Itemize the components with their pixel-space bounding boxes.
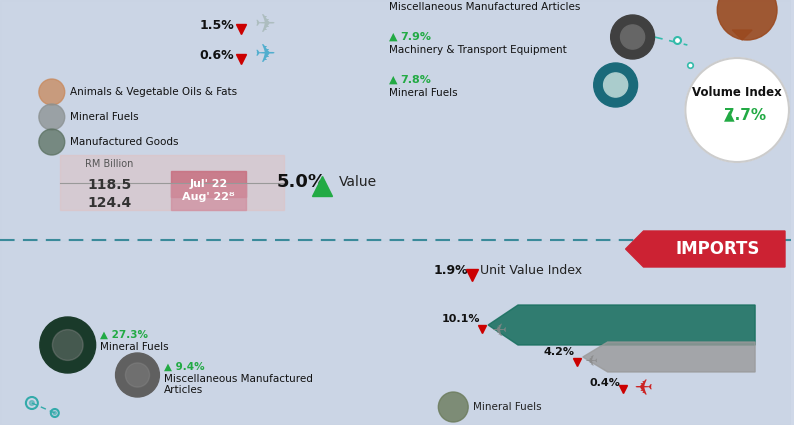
Circle shape	[125, 363, 149, 387]
Text: Animals & Vegetable Oils & Fats: Animals & Vegetable Oils & Fats	[70, 87, 237, 97]
Polygon shape	[626, 231, 785, 267]
Text: 4.2%: 4.2%	[544, 347, 575, 357]
Text: 1.5%: 1.5%	[199, 19, 234, 31]
Circle shape	[717, 0, 777, 40]
Text: 1.9%: 1.9%	[434, 264, 468, 277]
Polygon shape	[583, 342, 755, 372]
Text: ✈: ✈	[490, 316, 505, 334]
Text: 118.5: 118.5	[87, 178, 132, 192]
Text: Aug' 22ᴽ: Aug' 22ᴽ	[183, 192, 235, 202]
Text: 0.4%: 0.4%	[590, 378, 621, 388]
Circle shape	[603, 73, 628, 97]
Polygon shape	[488, 305, 755, 345]
Text: ▲: ▲	[388, 75, 397, 85]
Circle shape	[39, 79, 65, 105]
Text: Mineral Fuels: Mineral Fuels	[473, 402, 542, 412]
Text: 5.0%: 5.0%	[277, 173, 327, 191]
Polygon shape	[732, 30, 752, 40]
Text: Mineral Fuels: Mineral Fuels	[70, 112, 138, 122]
Text: ▲: ▲	[388, 32, 397, 42]
Circle shape	[40, 317, 95, 373]
Text: Mineral Fuels: Mineral Fuels	[99, 342, 168, 352]
Text: Value: Value	[339, 175, 377, 189]
Bar	[172, 171, 246, 197]
Text: Articles: Articles	[164, 385, 203, 395]
Text: ▲ 9.4%: ▲ 9.4%	[164, 362, 205, 372]
Circle shape	[53, 411, 56, 415]
Circle shape	[116, 353, 160, 397]
Text: Mineral Fuels: Mineral Fuels	[388, 88, 457, 98]
Text: 7.7%: 7.7%	[724, 108, 766, 122]
Text: 7.9%: 7.9%	[400, 32, 431, 42]
Text: ✈: ✈	[255, 13, 276, 37]
Bar	[172, 184, 246, 210]
Text: IMPORTS: IMPORTS	[675, 240, 759, 258]
Text: 124.4: 124.4	[87, 196, 132, 210]
Circle shape	[438, 392, 468, 422]
Text: Miscellaneous Manufactured: Miscellaneous Manufactured	[164, 374, 314, 384]
Bar	[0, 0, 791, 240]
Text: ▲: ▲	[724, 108, 734, 122]
Text: Volume Index: Volume Index	[692, 85, 782, 99]
Text: Miscellaneous Manufactured Articles: Miscellaneous Manufactured Articles	[388, 2, 580, 12]
Text: ✈: ✈	[631, 373, 650, 393]
Circle shape	[29, 401, 34, 405]
Bar	[60, 155, 284, 210]
Text: ✈: ✈	[584, 349, 598, 365]
Text: Manufactured Goods: Manufactured Goods	[70, 137, 178, 147]
Circle shape	[39, 104, 65, 130]
Circle shape	[52, 330, 83, 360]
Circle shape	[621, 25, 645, 49]
Circle shape	[594, 63, 638, 107]
Text: RM Billion: RM Billion	[86, 159, 133, 169]
Text: Unit Value Index: Unit Value Index	[480, 264, 582, 277]
Text: 10.1%: 10.1%	[441, 314, 480, 324]
Text: Jul' 22: Jul' 22	[190, 179, 228, 189]
Text: ✈: ✈	[255, 43, 276, 67]
Circle shape	[39, 129, 65, 155]
Bar	[0, 240, 791, 425]
Text: 0.6%: 0.6%	[199, 48, 234, 62]
Text: Machinery & Transport Equipment: Machinery & Transport Equipment	[388, 45, 566, 55]
Circle shape	[611, 15, 654, 59]
Circle shape	[685, 58, 789, 162]
Text: 7.8%: 7.8%	[400, 75, 431, 85]
Text: ▲ 27.3%: ▲ 27.3%	[99, 330, 148, 340]
